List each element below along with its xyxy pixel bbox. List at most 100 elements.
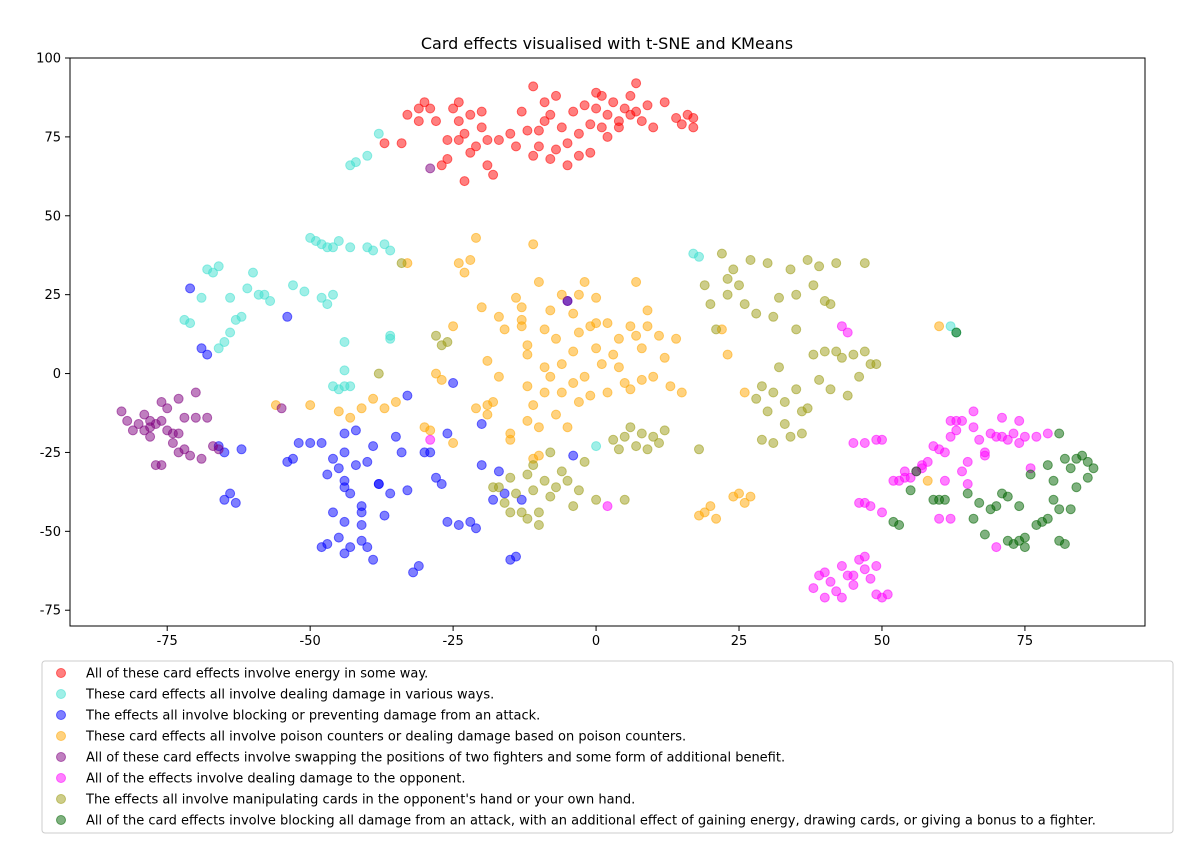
data-point <box>379 239 390 250</box>
data-point <box>328 242 338 253</box>
data-point <box>1048 494 1059 505</box>
data-point <box>413 103 424 114</box>
data-point <box>848 438 859 448</box>
data-point <box>476 106 487 117</box>
data-point <box>436 160 447 171</box>
data-point <box>796 428 807 439</box>
data-point <box>145 431 156 442</box>
data-point <box>556 289 567 300</box>
data-point <box>877 434 887 445</box>
data-point <box>476 460 487 471</box>
data-point <box>676 119 687 130</box>
data-point <box>339 447 350 458</box>
data-point <box>562 296 573 306</box>
data-point <box>836 592 847 603</box>
data-point <box>694 251 704 262</box>
series-7 <box>373 248 882 530</box>
data-point <box>962 488 973 499</box>
data-point <box>493 135 504 145</box>
data-point <box>499 497 510 508</box>
data-point <box>185 283 196 294</box>
data-point <box>551 482 561 493</box>
data-point <box>276 403 287 414</box>
data-point <box>1082 456 1093 467</box>
data-point <box>390 431 401 442</box>
data-point <box>505 472 516 483</box>
data-point <box>516 302 527 313</box>
data-point <box>242 283 253 294</box>
data-point <box>591 441 602 452</box>
data-point <box>1059 453 1070 464</box>
data-point <box>533 450 544 461</box>
data-point <box>722 289 733 300</box>
data-point <box>1077 450 1088 461</box>
legend-marker <box>56 752 66 762</box>
data-point <box>368 245 379 256</box>
data-point <box>322 469 333 480</box>
data-point <box>539 324 550 335</box>
data-point <box>613 333 624 344</box>
data-point <box>528 239 539 250</box>
data-point <box>373 128 384 139</box>
data-point <box>974 434 985 445</box>
data-point <box>979 450 990 461</box>
series-8 <box>888 327 1099 553</box>
legend-label: All of these card effects involve swappi… <box>86 751 785 766</box>
data-point <box>791 289 802 300</box>
data-point <box>493 371 504 382</box>
data-point <box>665 381 676 392</box>
data-point <box>814 570 825 581</box>
data-point <box>453 97 464 108</box>
data-point <box>516 106 527 117</box>
data-point <box>368 554 379 565</box>
data-point <box>1042 460 1053 471</box>
data-point <box>991 501 1002 512</box>
data-point <box>642 305 653 316</box>
data-point <box>373 368 384 379</box>
data-point <box>1031 431 1042 442</box>
data-point <box>705 501 716 512</box>
data-point <box>236 444 247 455</box>
data-point <box>934 513 945 524</box>
data-point <box>482 160 493 171</box>
series-6 <box>425 321 1053 603</box>
data-point <box>522 381 533 392</box>
data-point <box>556 122 567 133</box>
y-tick-label: 25 <box>44 288 61 303</box>
data-point <box>385 488 396 499</box>
data-point <box>591 343 602 354</box>
data-point <box>659 425 670 436</box>
data-point <box>859 258 870 269</box>
data-point <box>339 337 350 347</box>
data-point <box>356 501 367 512</box>
data-point <box>573 397 584 407</box>
data-point <box>448 378 459 388</box>
data-point <box>722 349 733 360</box>
legend-label: These card effects all involve dealing d… <box>85 688 494 703</box>
data-point <box>831 258 842 269</box>
data-point <box>636 116 647 127</box>
legend-label: All of these card effects involve energy… <box>86 667 428 682</box>
data-point <box>1002 491 1013 502</box>
data-point <box>654 438 664 448</box>
data-point <box>865 573 876 584</box>
data-point <box>962 456 973 467</box>
series-5 <box>116 163 573 471</box>
data-point <box>533 277 544 287</box>
data-point <box>522 340 533 351</box>
data-point <box>356 535 367 546</box>
data-point <box>785 264 796 275</box>
data-point <box>939 475 950 486</box>
legend-marker <box>56 668 66 678</box>
data-point <box>654 330 664 341</box>
data-point <box>362 542 373 553</box>
data-point <box>516 507 527 518</box>
data-point <box>602 131 613 142</box>
data-point <box>779 397 790 407</box>
data-point <box>185 318 196 329</box>
data-point <box>613 122 624 133</box>
data-point <box>659 352 670 363</box>
data-point <box>522 513 533 524</box>
data-point <box>545 371 556 382</box>
data-point <box>631 330 642 341</box>
